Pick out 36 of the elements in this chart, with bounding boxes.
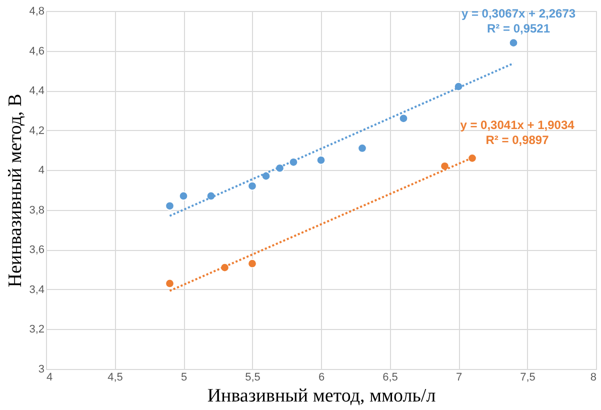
x-tick-label: 4,5 bbox=[108, 372, 123, 384]
point bbox=[165, 201, 174, 211]
x-axis-title: Инвазивный метод, ммоль/л bbox=[207, 386, 436, 406]
y-axis-title: Неинвазивный метод, В bbox=[5, 94, 26, 288]
x-tick-label: 4 bbox=[46, 372, 53, 384]
y-tick-label: 3 bbox=[38, 364, 44, 376]
point bbox=[508, 38, 518, 48]
x-tick-label: 7,5 bbox=[520, 372, 536, 384]
y-tick-label: 3,8 bbox=[29, 204, 44, 216]
x-tick-label: 6,5 bbox=[382, 372, 398, 384]
y-tick-label: 4,2 bbox=[29, 124, 44, 137]
point bbox=[398, 114, 408, 124]
point bbox=[316, 155, 326, 165]
y-tick-label: 3,2 bbox=[29, 324, 44, 336]
x-tick-label: 6 bbox=[318, 372, 325, 384]
point bbox=[440, 161, 450, 171]
y-tick-label: 4 bbox=[38, 164, 44, 177]
annotation: R² = 0,9521 bbox=[486, 21, 550, 36]
point bbox=[468, 154, 477, 163]
point bbox=[248, 258, 257, 268]
x-tick-label: 5,5 bbox=[245, 372, 260, 384]
y-tick-label: 4,8 bbox=[29, 6, 44, 18]
x-tick-label: 5 bbox=[180, 372, 188, 384]
annotation: R² = 0,9897 bbox=[486, 132, 550, 147]
y-tick-label: 3,6 bbox=[29, 244, 44, 256]
point bbox=[358, 144, 367, 153]
point bbox=[248, 181, 257, 191]
x-tick-label: 7 bbox=[456, 372, 462, 384]
point bbox=[178, 191, 188, 201]
annotation: y = 0,3041x + 1,9034 bbox=[460, 118, 575, 132]
y-tick-label: 4,6 bbox=[29, 45, 44, 58]
y-tick-label: 3,4 bbox=[29, 284, 44, 296]
point bbox=[165, 278, 174, 288]
x-tick-label: 8 bbox=[590, 372, 596, 384]
annotation: y = 0,3067x + 2,2673 bbox=[461, 6, 576, 20]
y-tick-label: 4,4 bbox=[29, 85, 44, 98]
